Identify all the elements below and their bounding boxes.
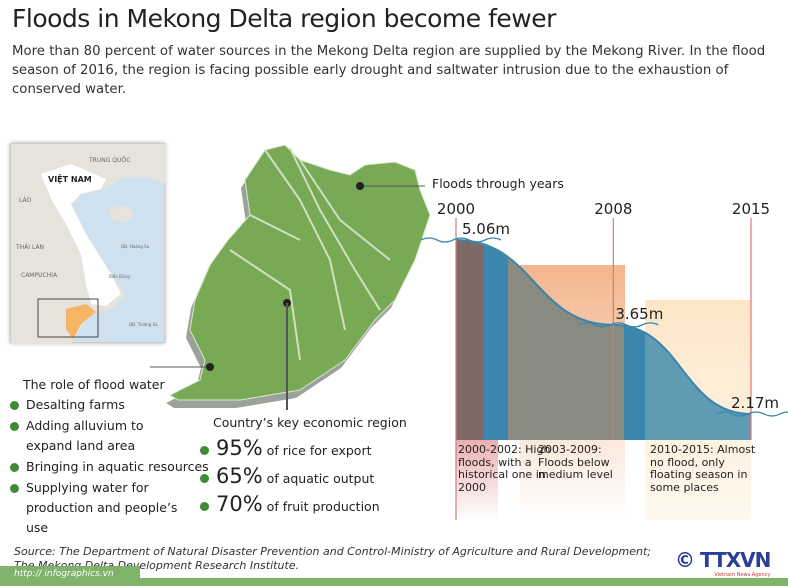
flood-chart: 2000 5.06m 2008 3.65m 2015 2.17m 2000-2002: Hi…: [420, 200, 788, 520]
value-label: 2.17m: [731, 394, 779, 412]
role-item: Desalting farms: [10, 395, 125, 415]
period-label: 2003-2009: Floods below medium level: [538, 444, 613, 481]
map-label: THÁI LAN: [16, 244, 45, 251]
area-stripe: [624, 240, 645, 440]
stat-percent: 70%: [216, 492, 263, 516]
map-label: Biển Đông: [109, 274, 130, 279]
intro-text: More than 80 percent of water sources in…: [12, 44, 766, 97]
stat-text: of aquatic output: [266, 471, 375, 486]
stat-percent: 65%: [216, 464, 263, 488]
page-title: Floods in Mekong Delta region become few…: [12, 4, 556, 33]
area-stripe: [456, 240, 484, 440]
economy-stat: 65% of aquatic output: [200, 464, 374, 488]
ttxvn-logo: © TTXVN Vietnam News Agency: [675, 548, 771, 578]
period-label: 2000-2002: High floods, with a historica…: [458, 444, 551, 494]
vietnam-inset-map: TRUNG QUỐC VIỆT NAM LÀO THÁI LAN CAMPUCH…: [10, 143, 166, 344]
map-label: TRUNG QUỐC: [89, 157, 131, 164]
economy-stat: 95% of rice for export: [200, 436, 372, 460]
map-label: QĐ. Hoàng Sa: [121, 244, 150, 249]
year-tick-label: 2015: [732, 200, 770, 218]
role-item: Bringing in aquatic resources: [10, 457, 209, 477]
value-label: 5.06m: [462, 220, 510, 238]
stat-text: of rice for export: [266, 443, 372, 458]
site-url[interactable]: http:// infographics.vn: [0, 566, 140, 586]
economy-title: Country’s key economic region: [213, 415, 407, 430]
period-text: 2003-2009: Floods below medium level: [538, 444, 613, 481]
wave-marker: [420, 237, 502, 243]
period-label: 2010-2015: Almost no flood, only floatin…: [650, 444, 756, 494]
logo-sub: Vietnam News Agency: [714, 572, 771, 578]
wave-marker: [715, 411, 788, 417]
map-label: VIỆT NAM: [48, 175, 92, 184]
map-label: QĐ. Trường Sa: [129, 322, 158, 327]
logo-name: TTXVN: [699, 548, 771, 572]
map-label: CAMPUCHIA: [21, 272, 58, 279]
copyright-icon: ©: [675, 548, 695, 572]
period-text: 2000-2002: High floods, with a historica…: [458, 444, 551, 494]
stat-percent: 95%: [216, 436, 263, 460]
period-text: 2010-2015: Almost no flood, only floatin…: [650, 444, 756, 494]
year-tick-label: 2000: [437, 200, 475, 218]
role-item: Supplying water for production and peopl…: [10, 478, 195, 538]
floods-label: Floods through years: [432, 176, 564, 191]
mekong-delta-map: [150, 144, 431, 410]
map-label: LÀO: [19, 197, 32, 204]
area-stripe: [508, 240, 624, 440]
wave-marker: [578, 322, 659, 328]
stat-text: of fruit production: [266, 499, 380, 514]
vietnam-map-shape: [11, 144, 166, 344]
period-band: [456, 430, 498, 520]
area-stripe: [484, 240, 508, 440]
role-item: Adding alluvium to expand land area: [10, 416, 175, 456]
year-tick-label: 2008: [594, 200, 632, 218]
role-title: The role of flood water: [23, 377, 165, 392]
economy-stat: 70% of fruit production: [200, 492, 380, 516]
footer-bar: [0, 578, 788, 586]
value-label: 3.65m: [615, 305, 663, 323]
